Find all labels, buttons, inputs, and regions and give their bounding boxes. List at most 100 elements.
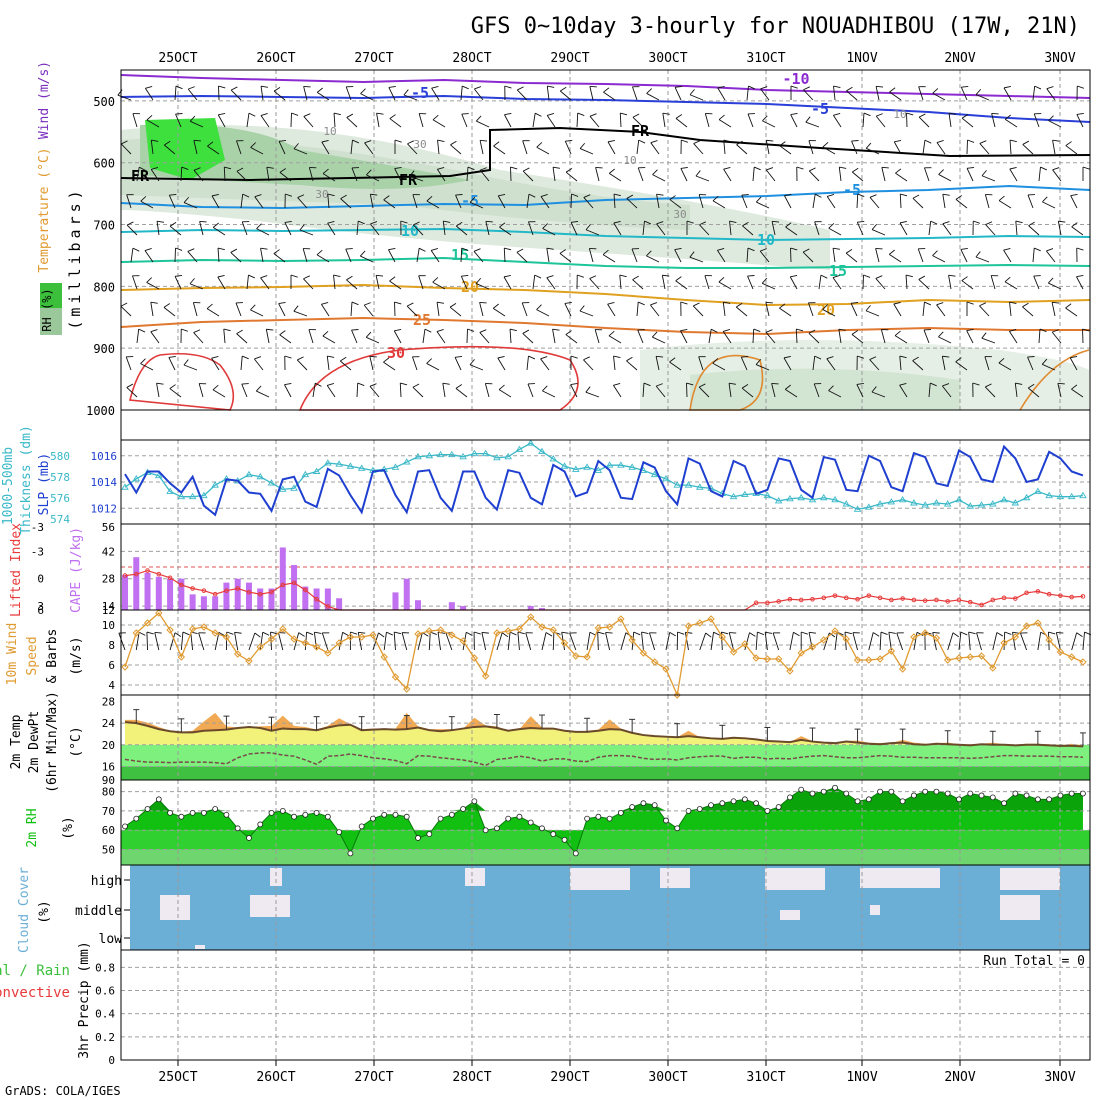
wind-barb bbox=[889, 91, 902, 101]
li-tick-label: 6 bbox=[37, 604, 44, 617]
wind-barb-flag bbox=[723, 166, 731, 170]
li-point bbox=[1058, 593, 1063, 598]
wind-barb-flag bbox=[766, 167, 774, 171]
rh-point bbox=[516, 813, 523, 820]
rh-point bbox=[415, 835, 421, 841]
wind-barb-flag bbox=[955, 357, 962, 363]
wind-barb-flag bbox=[164, 140, 171, 146]
wind-barb-flag bbox=[966, 328, 974, 331]
wind-barb bbox=[409, 175, 424, 182]
wind-barb bbox=[652, 336, 666, 344]
wind-barb-flag bbox=[717, 248, 725, 251]
wind-barb bbox=[340, 198, 352, 209]
cape-bar bbox=[324, 588, 331, 610]
wind-barb-flag bbox=[930, 220, 938, 225]
rh-point bbox=[775, 804, 782, 810]
wind-barb-flag bbox=[900, 193, 908, 197]
wind-barb-flag bbox=[1065, 303, 1072, 309]
wind-speed-point bbox=[470, 654, 479, 662]
wind-barb bbox=[333, 275, 336, 290]
wind-barb-flag bbox=[942, 193, 950, 196]
wind-barb-flag bbox=[662, 112, 670, 115]
wind-speed-point bbox=[696, 619, 704, 627]
wind-barb bbox=[132, 275, 138, 290]
wind-barb bbox=[393, 330, 402, 344]
wind-barb bbox=[190, 120, 204, 128]
cape-title-cape-0: CAPE (J/kg) bbox=[69, 527, 84, 613]
wind-barb bbox=[521, 302, 528, 317]
wind-barb-flag bbox=[193, 329, 201, 334]
wind-barb-flag bbox=[839, 166, 847, 169]
wind-barb-flag bbox=[503, 274, 511, 278]
wind-barb bbox=[497, 195, 506, 209]
wind-barb-flag bbox=[924, 301, 932, 306]
wind-barb bbox=[879, 632, 882, 651]
wind-barb-flag bbox=[876, 85, 884, 88]
wind-barb bbox=[899, 193, 902, 209]
wind-barb bbox=[712, 362, 726, 371]
wind-barb-flag bbox=[680, 328, 688, 332]
wind-barb bbox=[922, 140, 926, 155]
wind-barb bbox=[785, 226, 798, 236]
wind-barb bbox=[364, 142, 374, 155]
wind-barb bbox=[297, 197, 308, 209]
wind-barb-flag bbox=[517, 86, 524, 91]
wind-speed-point bbox=[143, 619, 152, 627]
wind-barb bbox=[383, 199, 396, 209]
wind-barb bbox=[150, 169, 160, 182]
wind-barb bbox=[674, 87, 682, 101]
li-point bbox=[866, 593, 872, 598]
wind-barb-flag bbox=[260, 113, 268, 116]
wind-speed-point bbox=[944, 656, 952, 664]
wind-barb bbox=[917, 248, 924, 263]
wind-barb-flag bbox=[1040, 166, 1048, 171]
wind-barb bbox=[838, 329, 842, 344]
rh-point bbox=[212, 806, 219, 812]
wind-barb bbox=[532, 113, 536, 128]
wind-barb-flag bbox=[212, 222, 219, 228]
rh-contour-label: 30 bbox=[673, 208, 686, 221]
wind-barb-flag bbox=[151, 139, 159, 142]
precip-tick-label: 0 bbox=[108, 1054, 115, 1067]
wind-barb-flag bbox=[413, 221, 420, 226]
rh-point bbox=[787, 794, 793, 801]
wind-barb bbox=[669, 199, 682, 209]
date-label-top: 28OCT bbox=[452, 51, 491, 66]
wind-barb bbox=[928, 383, 931, 398]
wind-barb bbox=[889, 253, 902, 263]
wind-barb bbox=[979, 143, 990, 155]
wind-barb bbox=[869, 196, 880, 209]
wind-barb bbox=[766, 169, 776, 182]
wind-barb-flag bbox=[250, 142, 256, 148]
wind-barb bbox=[947, 632, 954, 651]
rh-point bbox=[820, 788, 827, 795]
li-point bbox=[201, 588, 207, 593]
temp-tick-label: 28 bbox=[102, 695, 115, 708]
wind-barb-flag bbox=[242, 193, 250, 198]
date-label-bottom: 26OCT bbox=[256, 1070, 295, 1085]
rh-point bbox=[494, 825, 500, 832]
wind-barb bbox=[476, 120, 490, 128]
wind-barb-flag bbox=[443, 220, 451, 223]
wind-speed-point bbox=[865, 656, 873, 664]
wind-barb-flag bbox=[1022, 302, 1029, 308]
wind-barb-flag bbox=[449, 302, 457, 308]
wind-barb-flag bbox=[1065, 141, 1072, 146]
wind-barb-flag bbox=[256, 223, 262, 229]
thickness-point bbox=[301, 470, 310, 478]
wind-barb-flag bbox=[1028, 221, 1035, 227]
wind-barb bbox=[932, 92, 946, 101]
wind-barb bbox=[169, 632, 176, 651]
thickness-point bbox=[256, 472, 265, 480]
wind-barb-flag bbox=[260, 247, 268, 250]
wind-barb-flag bbox=[899, 382, 907, 386]
wind-barb bbox=[869, 359, 880, 371]
wind-barb-flag bbox=[169, 384, 176, 389]
isotherm-label: -5 bbox=[811, 100, 829, 118]
wind-barb-flag bbox=[1082, 328, 1090, 332]
wind-barb-flag bbox=[1009, 301, 1017, 304]
wind-barb-flag bbox=[641, 631, 649, 634]
wind-barb-flag bbox=[856, 382, 864, 385]
wind-barb-flag bbox=[938, 169, 944, 175]
wind-barb bbox=[426, 200, 440, 209]
